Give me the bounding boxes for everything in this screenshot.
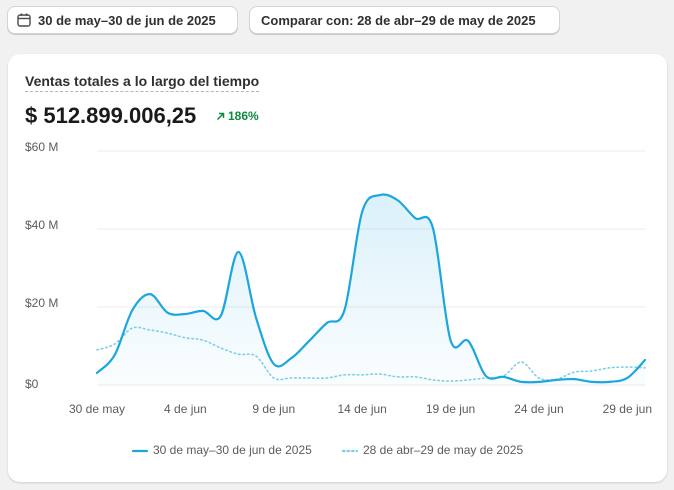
- y-tick-label: $40 M: [25, 218, 58, 232]
- date-range-button[interactable]: 30 de may–30 de jun de 2025: [7, 6, 238, 34]
- x-tick-label: 19 de jun: [426, 402, 475, 416]
- calendar-icon: [17, 13, 31, 27]
- y-tick-label: $60 M: [25, 140, 58, 154]
- x-tick-label: 24 de jun: [514, 402, 563, 416]
- x-tick-label: 29 de jun: [603, 402, 652, 416]
- line: [95, 193, 647, 384]
- x-tick-label: 14 de jun: [337, 402, 386, 416]
- legend-label: 28 de abr–29 de may de 2025: [363, 443, 523, 457]
- area: [97, 194, 645, 385]
- chart: $0 $20 M $40 M $60 M 30 de may 4 de jun 9 de j…: [25, 140, 652, 457]
- chart-card: $0 $20 M $40 M $60 M 30 de may 4 de jun 9 de j…: [8, 54, 667, 482]
- legend-label: 30 de may–30 de jun de 2025: [153, 443, 312, 457]
- line: [96, 326, 646, 382]
- compare-button[interactable]: Comparar con: 28 de abr–29 de may de 202…: [249, 6, 560, 34]
- chart-title[interactable]: Ventas totales a lo largo del tiempo: [25, 73, 260, 92]
- change-badge: 186%: [216, 109, 259, 123]
- up-arrow-icon: [216, 112, 225, 120]
- x-tick-label: 4 de jun: [164, 402, 207, 416]
- x-tick-label: 30 de may: [69, 402, 125, 416]
- compare-text: Comparar con: 28 de abr–29 de may de 202…: [261, 12, 536, 28]
- date-range-text: 30 de may–30 de jun de 2025: [38, 12, 216, 28]
- total-value: $ 512.899.006,25: [25, 103, 197, 128]
- x-tick-label: 9 de jun: [252, 402, 295, 416]
- y-tick-label: $20 M: [25, 296, 58, 310]
- change-text: 186%: [228, 109, 259, 123]
- y-tick-label: $0: [25, 377, 39, 391]
